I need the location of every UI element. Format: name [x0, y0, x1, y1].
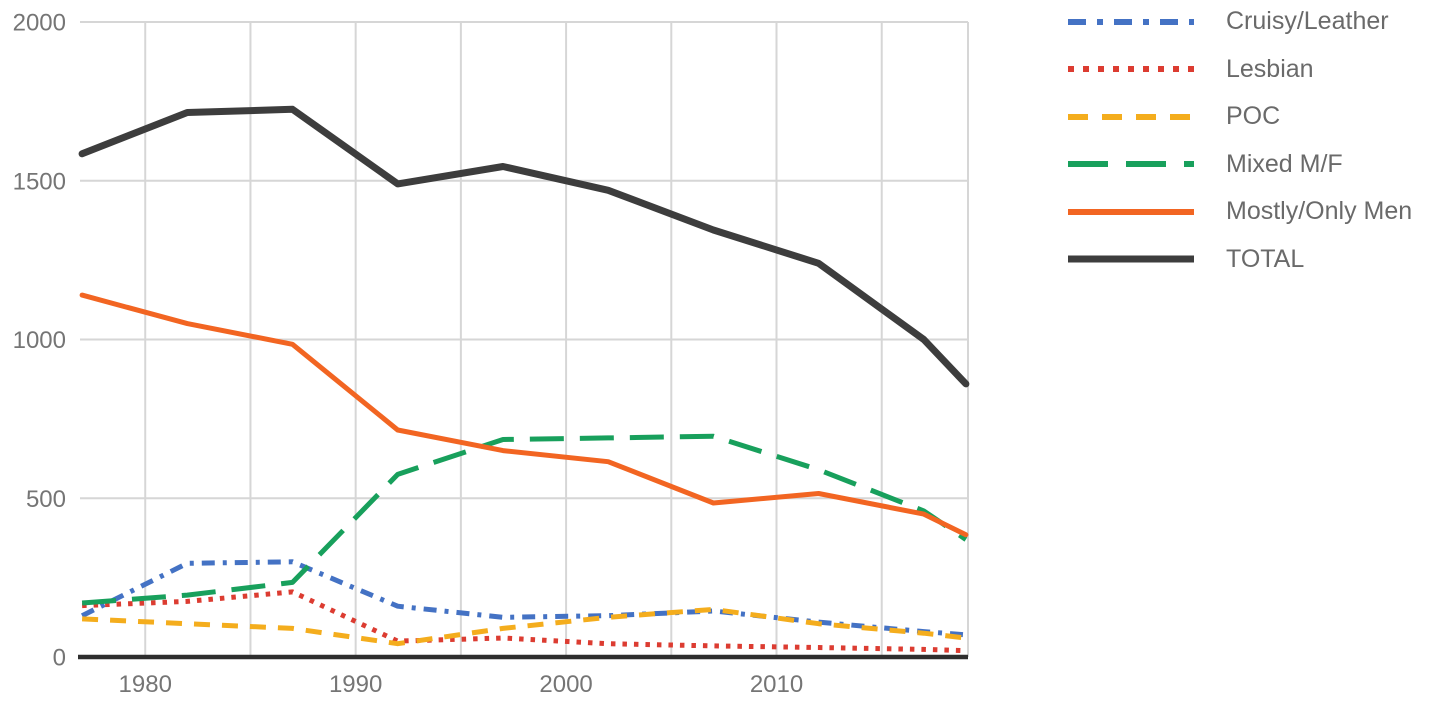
legend-label: TOTAL: [1226, 244, 1305, 273]
legend-label: POC: [1226, 102, 1281, 131]
y-tick-label: 2000: [13, 10, 66, 37]
series-line-cruisy-leather: [80, 559, 967, 638]
legend-swatch-icon: [1068, 18, 1194, 25]
series-line-lesbian: [82, 589, 966, 654]
legend-swatch-icon: [1068, 113, 1194, 120]
chart-legend: Cruisy/Leather Lesbian POC Mixed M/F Mostly/…: [1067, 0, 1412, 283]
chart-canvas: 0 500 1000 1500 2000 1980 1990 2000 2010: [13, 10, 970, 698]
legend-item-lesbian: Lesbian: [1067, 46, 1412, 94]
legend-item-cruisy-leather: Cruisy/Leather: [1067, 0, 1412, 46]
legend-swatch-icon: [1068, 161, 1194, 168]
legend-label: Lesbian: [1226, 54, 1314, 83]
legend-label: Cruisy/Leather: [1226, 7, 1389, 36]
plot-area: 0 500 1000 1500 2000 1980 1990 2000 2010: [13, 10, 970, 698]
legend-item-mixed-m-f: Mixed M/F: [1067, 141, 1412, 189]
series-line-total: [78, 105, 970, 388]
x-tick-label: 1980: [119, 671, 172, 698]
legend-item-total: TOTAL: [1067, 236, 1412, 284]
series-line-mixed-m-f: [81, 433, 968, 606]
y-tick-label: 0: [53, 645, 66, 672]
series-line-mostly-only-men: [79, 292, 969, 538]
x-tick-label: 2010: [750, 671, 803, 698]
legend-item-mostly-only-men: Mostly/Only Men: [1067, 188, 1412, 236]
x-tick-label: 1990: [329, 671, 382, 698]
x-tick-label: 2000: [539, 671, 592, 698]
series-line-poc: [81, 606, 967, 647]
y-tick-label: 1500: [13, 168, 66, 195]
legend-item-poc: POC: [1067, 93, 1412, 141]
legend-label: Mostly/Only Men: [1226, 197, 1413, 226]
legend-label: Mixed M/F: [1226, 149, 1343, 178]
legend-swatch-icon: [1068, 66, 1194, 73]
y-tick-label: 500: [26, 486, 66, 513]
y-tick-label: 1000: [13, 327, 66, 354]
legend-swatch-icon: [1068, 208, 1194, 215]
legend-swatch-icon: [1068, 255, 1194, 263]
